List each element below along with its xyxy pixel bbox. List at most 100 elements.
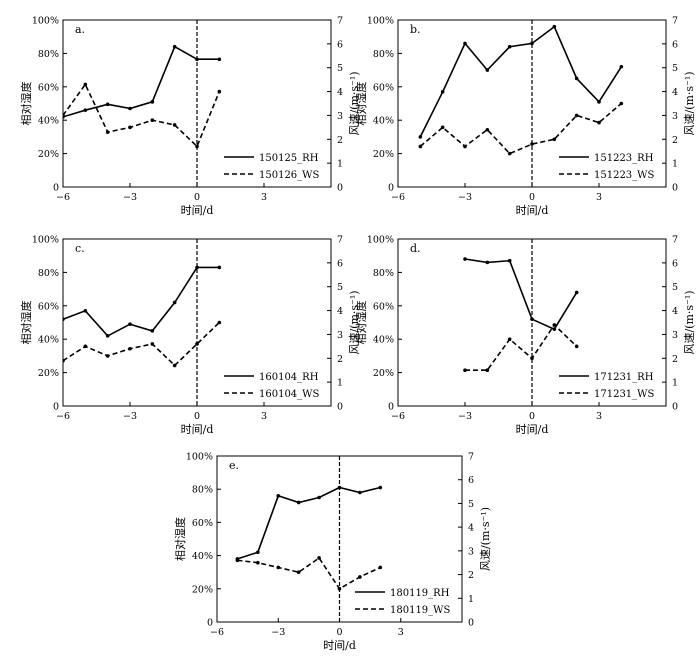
- x-tick-label: 0: [336, 627, 342, 638]
- data-point: [507, 151, 512, 156]
- y-right-axis-label: 风速/(m·s⁻¹): [479, 507, 492, 571]
- data-point: [150, 342, 155, 346]
- data-point: [530, 41, 534, 46]
- data-point: [418, 135, 423, 139]
- y-right-tick-label: 7: [468, 452, 474, 463]
- y-right-tick-label: 0: [672, 402, 678, 413]
- x-tick-label: −6: [391, 192, 405, 203]
- y-right-tick-label: 2: [468, 570, 474, 581]
- y-left-tick-label: 40%: [38, 335, 59, 346]
- data-point: [217, 320, 222, 325]
- chart-panel-2: −6 −3 0 3 0 20% 40% 60% 80% 100% 0 1 2 3 4 5 6 7 时间/d 相对湿度 风…: [354, 16, 696, 218]
- data-point: [195, 342, 199, 346]
- data-point: [485, 68, 490, 72]
- y-left-tick-label: 0: [53, 402, 59, 413]
- y-left-tick-label: 0: [388, 402, 394, 413]
- y-right-axis-label: 风速/(m·s⁻¹): [683, 71, 696, 135]
- data-point: [128, 106, 132, 111]
- x-tick-label: 3: [596, 192, 602, 203]
- data-point: [83, 82, 88, 87]
- x-axis-label: 时间/d: [181, 204, 214, 217]
- x-tick-label: 3: [596, 411, 602, 422]
- y-left-tick-label: 80%: [373, 49, 394, 60]
- data-point: [418, 144, 423, 149]
- x-tick-label: 3: [261, 411, 267, 422]
- y-right-tick-label: 3: [672, 111, 678, 122]
- chart-panel-4: −6 −3 0 3 0 20% 40% 60% 80% 100% 0 1 2 3 4 5 6 7 时间/d 相对湿度 风…: [354, 235, 696, 437]
- y-right-axis-label: 风速/(m·s⁻¹): [683, 290, 696, 354]
- y-right-tick-label: 0: [337, 402, 343, 413]
- y-right-tick-label: 1: [337, 159, 343, 170]
- data-point: [105, 102, 110, 107]
- y-left-tick-label: 20%: [373, 149, 394, 160]
- series-line-180119_WS: [237, 556, 381, 590]
- y-left-tick-label: 60%: [373, 82, 394, 93]
- data-point: [507, 44, 512, 49]
- data-point: [105, 130, 110, 134]
- data-point: [195, 144, 199, 149]
- series-line-160104_RH: [63, 266, 220, 337]
- data-point: [217, 265, 222, 270]
- data-point: [530, 317, 534, 321]
- data-point: [440, 90, 445, 94]
- y-right-tick-label: 0: [468, 618, 474, 629]
- panel-label: c.: [75, 242, 85, 255]
- y-right-tick-label: 2: [337, 135, 343, 146]
- y-right-tick-label: 7: [337, 16, 343, 27]
- data-point: [507, 337, 512, 342]
- legend-label: 171231_RH: [594, 372, 654, 383]
- y-right-tick-label: 4: [672, 87, 678, 98]
- data-point: [83, 309, 88, 313]
- data-point: [485, 127, 490, 132]
- series-group: [235, 485, 383, 591]
- data-point: [256, 560, 260, 565]
- data-point: [530, 142, 534, 146]
- x-tick-label: −6: [391, 411, 405, 422]
- data-point: [256, 550, 260, 555]
- x-tick-label: −3: [123, 192, 137, 203]
- y-left-tick-label: 60%: [38, 82, 59, 93]
- series-group: [418, 24, 624, 156]
- y-left-tick-label: 100%: [32, 235, 59, 246]
- y-right-tick-label: 1: [672, 378, 678, 389]
- data-point: [552, 323, 557, 327]
- data-point: [463, 41, 467, 46]
- chart-panel-1: −6 −3 0 3 0 20% 40% 60% 80% 100% 0 1 2 3 4 5 6 7 时间/d 相对湿度 风…: [19, 16, 361, 218]
- data-point: [552, 137, 557, 142]
- data-point: [317, 495, 321, 500]
- y-right-tick-label: 3: [337, 111, 343, 122]
- data-point: [128, 346, 132, 351]
- y-right-tick-label: 5: [337, 282, 343, 293]
- x-axis-label: 时间/d: [323, 639, 356, 652]
- data-point: [337, 485, 342, 490]
- y-left-tick-label: 100%: [186, 452, 213, 463]
- data-point: [217, 57, 222, 62]
- x-tick-label: 0: [529, 411, 535, 422]
- x-tick-label: 0: [194, 411, 200, 422]
- y-left-tick-label: 0: [53, 183, 59, 194]
- y-right-tick-label: 5: [337, 63, 343, 74]
- legend-label: 150126_WS: [259, 170, 319, 181]
- y-left-tick-label: 40%: [373, 116, 394, 127]
- series-line-180119_RH: [237, 486, 381, 560]
- data-point: [485, 368, 490, 373]
- y-left-tick-label: 60%: [38, 301, 59, 312]
- y-right-tick-label: 4: [337, 87, 343, 98]
- x-axis-label: 时间/d: [516, 423, 549, 436]
- legend-label: 150125_RH: [259, 153, 319, 164]
- x-tick-label: 3: [261, 192, 267, 203]
- data-point: [128, 125, 132, 130]
- data-point: [235, 558, 240, 563]
- data-point: [574, 76, 579, 81]
- data-point: [378, 565, 383, 570]
- data-point: [195, 265, 199, 270]
- legend-label: 160104_RH: [259, 372, 319, 383]
- series-group: [463, 257, 579, 373]
- y-right-axis-label: 风速/(m·s⁻¹): [348, 71, 361, 135]
- legend-label: 151223_WS: [594, 170, 654, 181]
- y-left-axis-label: 相对湿度: [354, 82, 368, 126]
- y-left-tick-label: 80%: [373, 268, 394, 279]
- data-point: [507, 258, 512, 263]
- y-right-tick-label: 2: [672, 354, 678, 365]
- y-right-axis-label: 风速/(m·s⁻¹): [348, 290, 361, 354]
